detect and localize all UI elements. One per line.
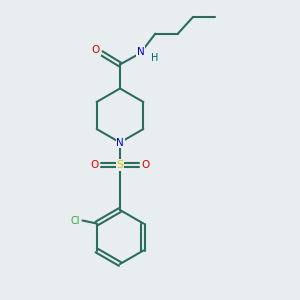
Text: O: O — [91, 160, 99, 170]
Text: O: O — [141, 160, 149, 170]
Text: S: S — [116, 160, 124, 170]
Text: O: O — [92, 45, 100, 55]
Text: N: N — [116, 137, 124, 148]
Text: Cl: Cl — [71, 215, 80, 226]
Text: H: H — [151, 53, 158, 64]
Text: N: N — [136, 47, 144, 57]
